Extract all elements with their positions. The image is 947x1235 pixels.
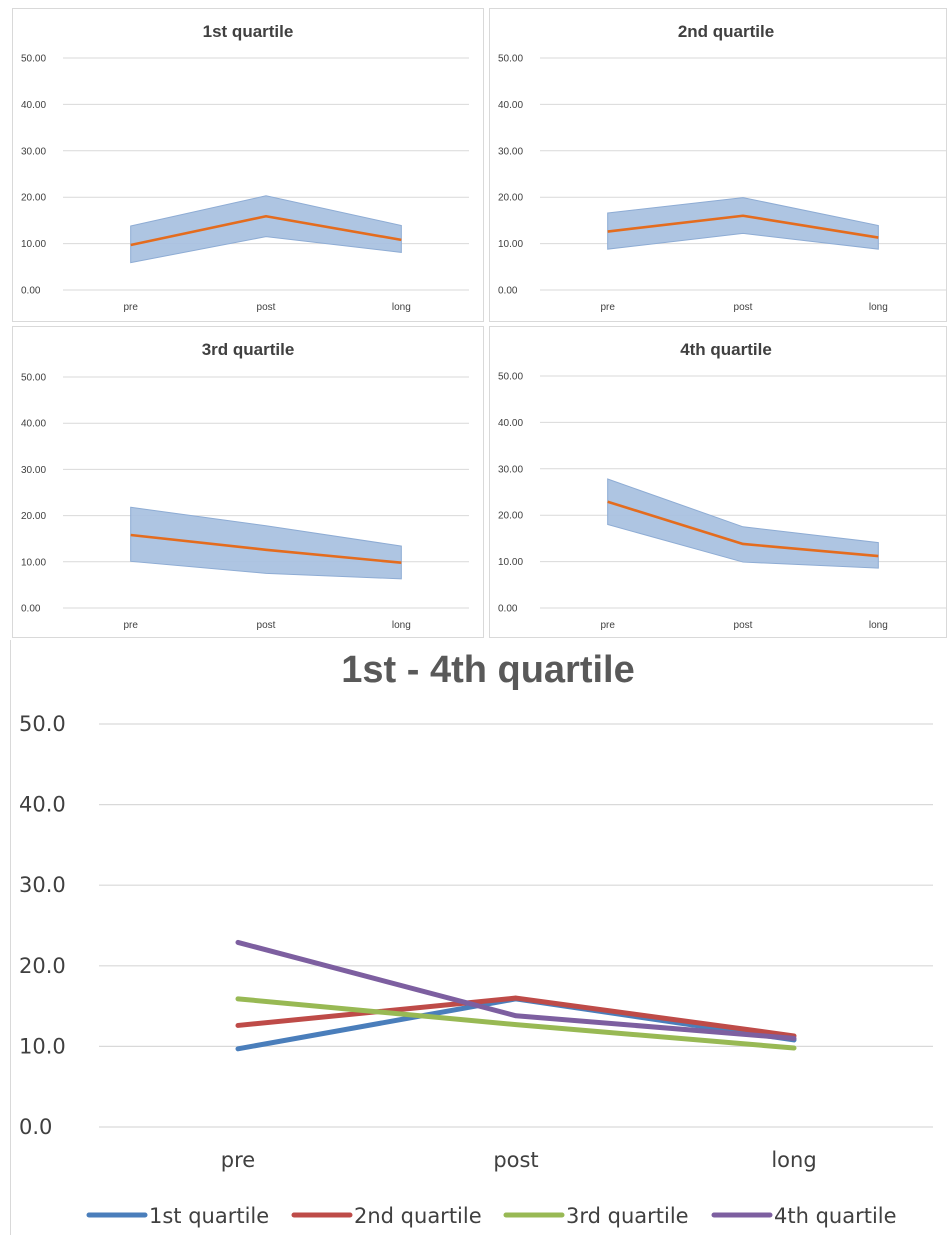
chart-q1: 1st quartile 0.00 10.00 20.00 30.00 40.00 50.0… (21, 22, 469, 313)
y-tick-label: 30.0 (19, 873, 66, 897)
chart-q4: 4th quartile 0.00 10.00 20.00 30.00 40.00 50.0… (498, 340, 946, 631)
confidence-band (607, 478, 879, 569)
legend-label: 4th quartile (774, 1204, 897, 1228)
chart-combined: 1st - 4th quartile 0.0 10.0 20.0 30.0 40.0 50.… (19, 649, 933, 1228)
chart-title: 1st quartile (203, 22, 294, 41)
chart-title: 1st - 4th quartile (341, 649, 635, 691)
y-tick-label: 20.0 (19, 954, 66, 978)
chart-q2: 2nd quartile 0.00 10.00 20.00 30.00 40.00 50.0… (498, 22, 946, 313)
y-tick-label: 20.00 (21, 511, 46, 522)
y-tick-label: 0.00 (498, 286, 518, 297)
x-tick-label: post (257, 620, 276, 631)
y-tick-label: 0.00 (498, 604, 518, 615)
y-tick-label: 40.00 (21, 419, 46, 430)
chart-panel-q2: 2nd quartile 0.00 10.00 20.00 30.00 40.00 50.0… (489, 8, 947, 322)
y-tick-label: 30.00 (21, 465, 46, 476)
y-tick-label: 40.00 (498, 100, 523, 111)
x-tick-label: pre (123, 302, 138, 313)
confidence-band (130, 195, 402, 264)
legend-label: 1st quartile (149, 1204, 269, 1228)
chart-q3: 3rd quartile 0.00 10.00 20.00 30.00 40.00 50.0… (21, 340, 469, 631)
chart-panel-combined: 1st - 4th quartile 0.0 10.0 20.0 30.0 40.0 50.… (10, 640, 947, 1235)
y-tick-label: 20.00 (21, 193, 46, 204)
y-tick-label: 10.00 (21, 557, 46, 568)
x-tick-label: pre (600, 620, 615, 631)
y-tick-label: 0.00 (21, 286, 41, 297)
chart-panel-q1: 1st quartile 0.00 10.00 20.00 30.00 40.00 50.0… (12, 8, 484, 322)
x-tick-label: post (493, 1148, 538, 1172)
y-tick-label: 30.00 (498, 146, 523, 157)
y-tick-label: 20.00 (498, 193, 523, 204)
x-tick-label: pre (221, 1148, 255, 1172)
y-tick-label: 20.00 (498, 511, 523, 522)
y-tick-label: 10.00 (498, 557, 523, 568)
y-tick-label: 10.0 (19, 1034, 66, 1058)
confidence-band (130, 506, 402, 580)
x-tick-label: long (392, 620, 411, 631)
confidence-band (607, 197, 879, 250)
x-tick-label: long (869, 620, 888, 631)
chart-title: 3rd quartile (202, 340, 295, 359)
y-tick-label: 40.0 (19, 793, 66, 817)
y-tick-label: 0.00 (21, 604, 41, 615)
x-tick-label: pre (600, 302, 615, 313)
y-tick-label: 10.00 (498, 239, 523, 250)
y-tick-label: 40.00 (21, 100, 46, 111)
y-tick-label: 30.00 (21, 146, 46, 157)
chart-title: 4th quartile (680, 340, 772, 359)
y-tick-label: 50.0 (19, 712, 66, 736)
y-tick-label: 50.00 (498, 54, 523, 65)
x-tick-label: post (257, 302, 276, 313)
y-tick-label: 50.00 (21, 54, 46, 65)
chart-title: 2nd quartile (678, 22, 774, 41)
y-tick-label: 10.00 (21, 239, 46, 250)
y-tick-label: 40.00 (498, 418, 523, 429)
x-tick-label: long (869, 302, 888, 313)
chart-panel-q4: 4th quartile 0.00 10.00 20.00 30.00 40.00 50.0… (489, 326, 947, 638)
x-tick-label: long (392, 302, 411, 313)
legend-label: 3rd quartile (566, 1204, 689, 1228)
y-tick-label: 30.00 (498, 464, 523, 475)
chart-panel-q3: 3rd quartile 0.00 10.00 20.00 30.00 40.00 50.0… (12, 326, 484, 638)
x-tick-label: pre (123, 620, 138, 631)
y-tick-label: 50.00 (21, 373, 46, 384)
legend-label: 2nd quartile (354, 1204, 482, 1228)
x-tick-label: post (734, 302, 753, 313)
x-tick-label: long (771, 1148, 816, 1172)
y-tick-label: 0.0 (19, 1115, 52, 1139)
y-tick-label: 50.00 (498, 372, 523, 383)
x-tick-label: post (734, 620, 753, 631)
